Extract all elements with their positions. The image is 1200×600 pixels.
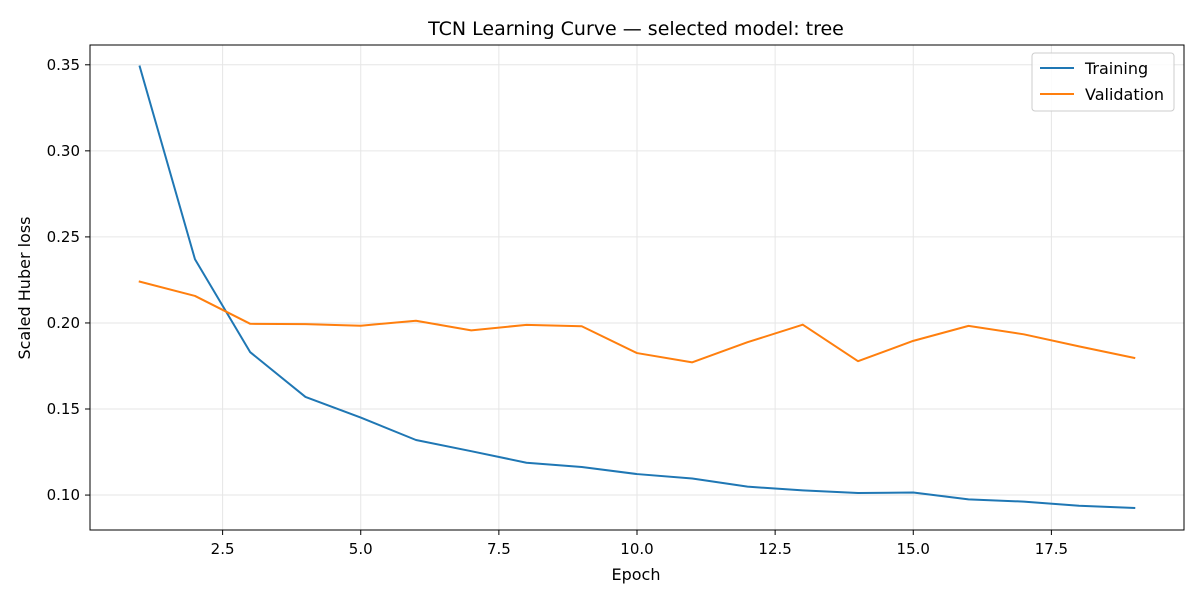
x-tick-label: 5.0 [349, 540, 373, 558]
y-axis-label: Scaled Huber loss [15, 216, 34, 359]
legend-label-training: Training [1084, 59, 1148, 78]
x-tick-label: 2.5 [211, 540, 235, 558]
y-tick-label: 0.20 [47, 314, 80, 332]
x-tick-label: 12.5 [758, 540, 791, 558]
series-line-validation [138, 280, 1136, 364]
chart-title: TCN Learning Curve — selected model: tre… [427, 18, 844, 40]
x-tick-label: 15.0 [897, 540, 930, 558]
x-axis-label: Epoch [612, 565, 661, 584]
x-axis-ticks: 2.5 5.0 7.5 10.0 12.5 15.0 17.5 [211, 530, 1068, 558]
y-axis-ticks: 0.10 0.15 0.20 0.25 0.30 0.35 [47, 56, 90, 504]
x-tick-label: 10.0 [620, 540, 653, 558]
legend: Training Validation [1031, 52, 1175, 112]
series-line-training [138, 65, 1136, 510]
y-tick-label: 0.15 [47, 400, 80, 418]
y-tick-label: 0.30 [47, 142, 80, 160]
series-lines [138, 65, 1136, 510]
y-tick-label: 0.10 [47, 486, 80, 504]
y-tick-label: 0.25 [47, 228, 80, 246]
legend-label-validation: Validation [1085, 85, 1164, 104]
y-tick-label: 0.35 [47, 56, 80, 74]
x-tick-label: 17.5 [1035, 540, 1068, 558]
grid [90, 45, 1184, 530]
x-tick-label: 7.5 [487, 540, 511, 558]
